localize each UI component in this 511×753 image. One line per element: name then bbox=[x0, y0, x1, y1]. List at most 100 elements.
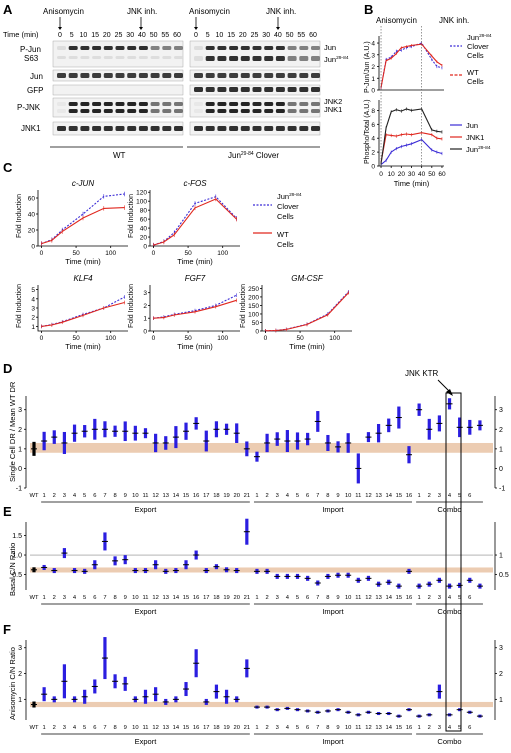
x-tick-label: 0 bbox=[264, 335, 268, 342]
y-tick-label: 150 bbox=[248, 303, 259, 310]
x-tick-label: 5 bbox=[83, 595, 86, 601]
x-tick-label: 8 bbox=[326, 725, 329, 731]
x-tick-label: 18 bbox=[213, 493, 219, 499]
group-label: Combo bbox=[437, 505, 461, 514]
y-tick-label: 1 bbox=[18, 697, 22, 704]
blot-band bbox=[217, 87, 227, 92]
y-tick-label: 2 bbox=[371, 150, 375, 157]
x-tick-label: 15 bbox=[396, 595, 402, 601]
blot-band bbox=[115, 102, 125, 106]
series-line bbox=[380, 43, 443, 88]
band-label-jun: Jun bbox=[324, 43, 336, 52]
blot-band bbox=[174, 126, 183, 131]
x-tick-label: 100 bbox=[329, 335, 340, 342]
blot-band bbox=[287, 126, 297, 131]
row-label-jnk1: JNK1 bbox=[21, 124, 41, 133]
blot-band bbox=[92, 56, 102, 59]
x-tick-label: 3 bbox=[63, 725, 66, 731]
x-axis-label: Time (min) bbox=[289, 342, 325, 351]
x-tick-label: 20 bbox=[398, 171, 406, 178]
x-tick-label: 21 bbox=[244, 493, 250, 499]
x-tick-label: 17 bbox=[203, 493, 209, 499]
x-tick-label: 2 bbox=[428, 725, 431, 731]
x-tick-label: 8 bbox=[113, 595, 116, 601]
x-tick-label: 12 bbox=[152, 493, 158, 499]
blot-band bbox=[92, 46, 102, 50]
blot-band bbox=[217, 126, 227, 131]
band-label-jnk2: JNK2 bbox=[324, 97, 342, 106]
y-tick-label: 2 bbox=[18, 427, 22, 434]
x-tick-label: 30 bbox=[408, 171, 416, 178]
x-tick-label: 14 bbox=[385, 725, 392, 731]
x-tick-label: 1 bbox=[418, 725, 421, 731]
chart-title: GM-CSF bbox=[291, 274, 324, 283]
blot-strip bbox=[189, 97, 321, 118]
blot-band bbox=[127, 46, 137, 50]
x-tick-label: 2 bbox=[428, 595, 431, 601]
blot-band bbox=[229, 126, 239, 131]
blot-band bbox=[275, 109, 285, 113]
blot-band bbox=[150, 126, 160, 131]
x-axis-label: Time (min) bbox=[394, 179, 430, 188]
blot-band bbox=[127, 73, 137, 78]
x-tick-label: 10 bbox=[132, 595, 138, 601]
y-tick-label: 2 bbox=[371, 64, 375, 71]
x-tick-label: 8 bbox=[113, 725, 116, 731]
blot-band bbox=[194, 46, 203, 50]
x-tick-label: 8 bbox=[326, 493, 329, 499]
time-tick: 50 bbox=[150, 32, 158, 39]
x-tick-label: 6 bbox=[93, 493, 96, 499]
x-tick-label: 13 bbox=[163, 493, 169, 499]
blot-band bbox=[162, 102, 172, 106]
x-tick-label: 15 bbox=[396, 493, 402, 499]
time-tick: 25 bbox=[115, 32, 123, 39]
time-label-a: Time (min) bbox=[3, 30, 39, 39]
y-tick-label: 3 bbox=[18, 407, 22, 414]
x-tick-label: 2 bbox=[53, 725, 56, 731]
y-axis-label: Phospho/Total (A.U.) bbox=[364, 99, 371, 164]
legend-label-wt-2: Cells bbox=[467, 77, 484, 86]
series-line bbox=[380, 42, 443, 88]
x-tick-label: 13 bbox=[375, 725, 381, 731]
blot-band bbox=[311, 73, 320, 78]
x-tick-label: 3 bbox=[438, 493, 441, 499]
time-tick: 55 bbox=[161, 32, 169, 39]
x-tick-label: 100 bbox=[217, 335, 228, 342]
x-tick-label: 21 bbox=[244, 595, 250, 601]
x-tick-label: 11 bbox=[355, 595, 361, 601]
y-tick-label: 60 bbox=[140, 217, 148, 224]
time-tick: 0 bbox=[194, 32, 198, 39]
x-tick-label: 7 bbox=[103, 725, 106, 731]
x-tick-label: 14 bbox=[173, 493, 180, 499]
x-tick-label: 11 bbox=[142, 725, 148, 731]
x-tick-label: 8 bbox=[326, 595, 329, 601]
y-tick-label: -1 bbox=[16, 486, 22, 493]
panel-a-western-blots: Anisomycin JNK inh. Anisomycin JNK inh. … bbox=[3, 7, 349, 160]
blot-band bbox=[162, 109, 172, 113]
y-tick-label: 1.5 bbox=[12, 533, 22, 540]
x-tick-label: 0 bbox=[40, 250, 44, 257]
jnk-ktr-label: JNK KTR bbox=[405, 369, 439, 378]
x-tick-label: 9 bbox=[124, 595, 127, 601]
y-tick-label: 50 bbox=[252, 320, 260, 327]
y-tick-label-right: 2 bbox=[499, 427, 503, 434]
row-label-jun: Jun bbox=[30, 72, 43, 81]
time-tick: 10 bbox=[216, 32, 224, 39]
group-label: Combo bbox=[437, 737, 461, 746]
y-tick-label: 3 bbox=[371, 52, 375, 59]
x-tick-label: 5 bbox=[458, 595, 461, 601]
treatment-arrowhead bbox=[139, 27, 143, 30]
time-tick: 40 bbox=[274, 32, 282, 39]
x-tick-label: 7 bbox=[103, 493, 106, 499]
blot-band bbox=[115, 126, 125, 131]
x-tick-label: 6 bbox=[93, 725, 96, 731]
time-tick: 20 bbox=[103, 32, 111, 39]
x-tick-label: 100 bbox=[105, 250, 116, 257]
blot-band bbox=[299, 73, 309, 78]
x-tick-label: 9 bbox=[124, 493, 127, 499]
blot-band bbox=[275, 126, 285, 131]
blot-band bbox=[264, 87, 274, 92]
